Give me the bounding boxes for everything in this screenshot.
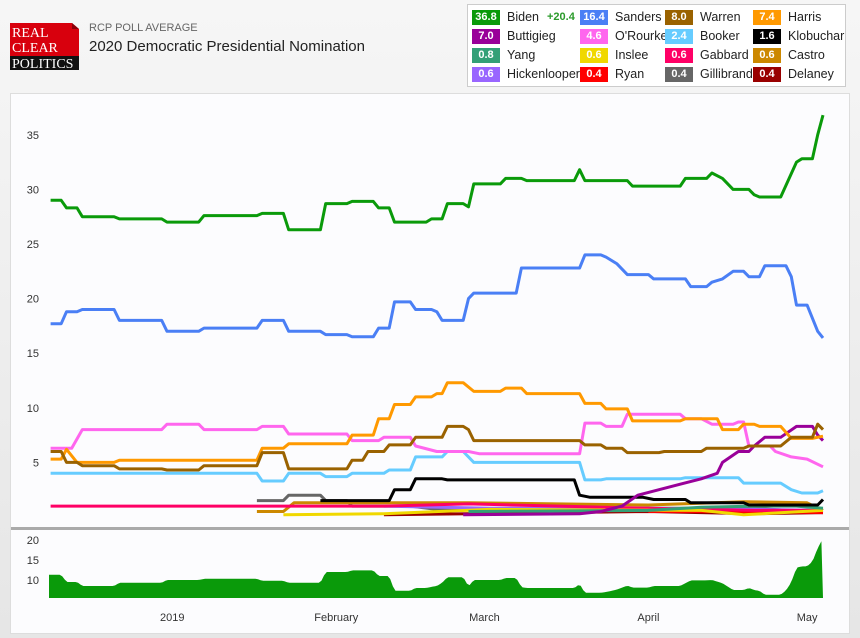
legend-item-castro[interactable]: 0.6 Castro	[753, 47, 825, 63]
legend-name: Inslee	[615, 48, 649, 62]
legend-item-harris[interactable]: 7.4 Harris	[753, 9, 821, 25]
series-line-gabbard	[50, 502, 823, 512]
legend-value: 8.0	[665, 9, 693, 25]
legend-value: 0.6	[580, 47, 608, 63]
series-line-orourke	[50, 412, 824, 469]
legend-name: Biden	[507, 10, 539, 24]
y-tick-label: 20	[27, 294, 39, 306]
lower-y-tick-label: 10	[27, 575, 39, 587]
legend-value: 36.8	[472, 9, 500, 25]
legend-value: 0.6	[665, 47, 693, 63]
legend-value: 2.4	[665, 28, 693, 44]
x-tick-label: March	[469, 612, 500, 624]
legend-item-orourke[interactable]: 4.6 O'Rourke	[580, 28, 667, 44]
legend-name: Sanders	[615, 10, 662, 24]
legend-item-booker[interactable]: 2.4 Booker	[665, 28, 740, 44]
legend-value: 0.4	[753, 66, 781, 82]
legend-name: O'Rourke	[615, 29, 668, 43]
series-line-sanders	[50, 253, 825, 339]
legend-name: Harris	[788, 10, 822, 24]
svg-text:POLITICS: POLITICS	[12, 57, 73, 70]
x-tick-label: 2019	[160, 612, 184, 624]
legend-value: 0.4	[580, 66, 608, 82]
legend-name: Buttigieg	[507, 29, 556, 43]
series-line-harris	[50, 381, 824, 464]
legend-item-delaney[interactable]: 0.4 Delaney	[753, 66, 834, 82]
legend-value: 4.6	[580, 28, 608, 44]
panel-divider	[11, 527, 849, 530]
legend-item-hickenlooper[interactable]: 0.6 Hickenlooper	[472, 66, 580, 82]
legend-value: 0.8	[472, 47, 500, 63]
y-tick-label: 25	[27, 239, 39, 251]
chart-title: 2020 Democratic Presidential Nomination	[89, 38, 365, 55]
legend-item-gabbard[interactable]: 0.6 Gabbard	[665, 47, 749, 63]
y-tick-label: 10	[27, 403, 39, 415]
legend-value: 0.4	[665, 66, 693, 82]
legend-name: Hickenlooper	[507, 67, 580, 81]
y-tick-label: 30	[27, 184, 39, 196]
legend-name: Booker	[700, 29, 740, 43]
legend-item-gillibrand[interactable]: 0.4 Gillibrand	[665, 66, 753, 82]
legend-name: Gillibrand	[700, 67, 753, 81]
x-tick-label: February	[314, 612, 359, 624]
legend-change: +20.4	[546, 11, 575, 23]
legend-value: 1.6	[753, 28, 781, 44]
legend-name: Warren	[700, 10, 741, 24]
lower-y-tick-label: 20	[27, 535, 39, 547]
x-tick-label: April	[637, 612, 659, 624]
legend-value: 0.6	[472, 66, 500, 82]
legend-item-klobuchar[interactable]: 1.6 Klobuchar	[753, 28, 844, 44]
lower-y-tick-label: 15	[27, 555, 39, 567]
legend-item-biden[interactable]: 36.8 Biden +20.4	[472, 9, 575, 25]
legend-item-sanders[interactable]: 16.4 Sanders	[580, 9, 662, 25]
legend-value: 0.6	[753, 47, 781, 63]
legend-name: Gabbard	[700, 48, 749, 62]
legend-value: 7.0	[472, 28, 500, 44]
chart-svg: 5 10 15 20 25 30 35 10 15 20 2019 February March Apri…	[11, 114, 849, 624]
legend-item-inslee[interactable]: 0.6 Inslee	[580, 47, 648, 63]
legend: 36.8 Biden +20.4 16.4 Sanders 8.0 Warren 7.4 Har…	[467, 4, 846, 87]
rcp-logo: REAL CLEAR POLITICS	[10, 23, 79, 70]
svg-text:REAL: REAL	[12, 26, 49, 41]
legend-item-buttigieg[interactable]: 7.0 Buttigieg	[472, 28, 556, 44]
series-line-warren	[50, 422, 825, 472]
legend-item-warren[interactable]: 8.0 Warren	[665, 9, 741, 25]
legend-name: Klobuchar	[788, 29, 845, 43]
y-tick-label: 15	[27, 348, 39, 360]
legend-item-ryan[interactable]: 0.4 Ryan	[580, 66, 644, 82]
y-tick-label: 35	[27, 130, 39, 142]
legend-value: 7.4	[753, 9, 781, 25]
legend-name: Yang	[507, 48, 536, 62]
legend-name: Delaney	[788, 67, 834, 81]
legend-name: Ryan	[615, 67, 645, 81]
svg-text:CLEAR: CLEAR	[12, 41, 59, 56]
x-tick-label: May	[797, 612, 818, 624]
series-line-booker	[50, 450, 824, 495]
y-tick-label: 5	[33, 457, 39, 469]
legend-name: Castro	[788, 48, 825, 62]
legend-value: 16.4	[580, 9, 608, 25]
chart-subtitle: RCP POLL AVERAGE	[89, 22, 198, 34]
chart-area: 5 10 15 20 25 30 35 10 15 20 2019 February March Apri…	[10, 93, 850, 634]
lead-area	[49, 541, 823, 598]
series-line-biden	[50, 114, 825, 232]
legend-item-yang[interactable]: 0.8 Yang	[472, 47, 535, 63]
series-line-buttigieg	[463, 424, 825, 517]
series-line-klobuchar	[320, 477, 825, 507]
